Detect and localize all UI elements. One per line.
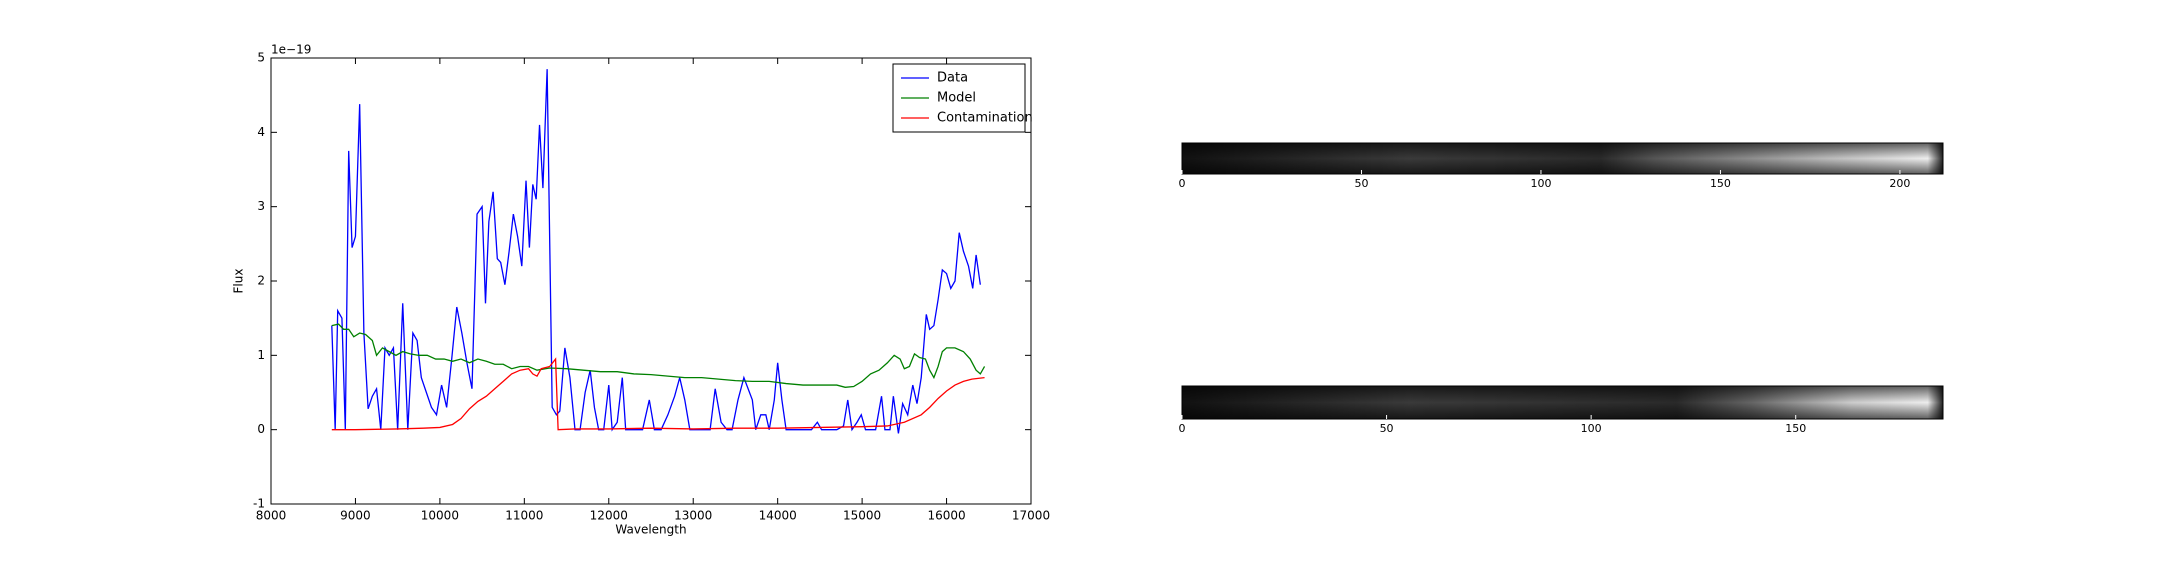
x-tick-label: 12000	[590, 509, 628, 523]
x-tick-label: 16000	[927, 509, 965, 523]
data-line	[331, 323, 986, 388]
x-tick-label: 8000	[256, 509, 287, 523]
x-tick-label: 100	[1530, 177, 1551, 190]
x-tick-label: 11000	[505, 509, 543, 523]
spectrum-shade	[1182, 143, 1943, 174]
spectrum-shade	[1182, 386, 1943, 419]
y-tick-label: 5	[257, 51, 265, 65]
y-tick-label: 1	[257, 348, 265, 362]
x-tick-label: 0	[1179, 177, 1186, 190]
x-tick-label: 17000	[1012, 509, 1050, 523]
data-line	[331, 69, 981, 434]
x-tick-label: 15000	[843, 509, 881, 523]
x-tick-label: 50	[1354, 177, 1368, 190]
legend-label: Data	[937, 71, 968, 86]
legend-label: Model	[937, 91, 976, 106]
y-axis-label: Flux	[232, 269, 246, 294]
y-tick-label: 0	[257, 422, 265, 436]
x-tick-label: 100	[1581, 422, 1602, 435]
x-tick-label: 0	[1179, 422, 1186, 435]
legend: Data Model Contamination	[892, 63, 1033, 133]
x-tick-label: 14000	[759, 509, 797, 523]
y-tick-label: -1	[253, 497, 265, 511]
y-tick-label: 4	[257, 125, 265, 139]
image-frame	[1181, 142, 1944, 175]
image-frame	[1181, 385, 1944, 420]
x-tick-label: 150	[1785, 422, 1806, 435]
x-tick-label: 50	[1380, 422, 1394, 435]
x-tick-label: 10000	[421, 509, 459, 523]
y-tick-label: 3	[257, 199, 265, 213]
x-tick-label: 13000	[674, 509, 712, 523]
legend-label: Contamination	[937, 111, 1033, 126]
x-axis-label: Wavelength	[615, 523, 686, 537]
data-line	[331, 357, 985, 431]
x-tick-label: 150	[1710, 177, 1731, 190]
x-tick-label: 200	[1889, 177, 1910, 190]
offset-label: 1e−19	[271, 43, 311, 57]
y-tick-label: 2	[257, 274, 265, 288]
x-tick-label: 9000	[340, 509, 371, 523]
